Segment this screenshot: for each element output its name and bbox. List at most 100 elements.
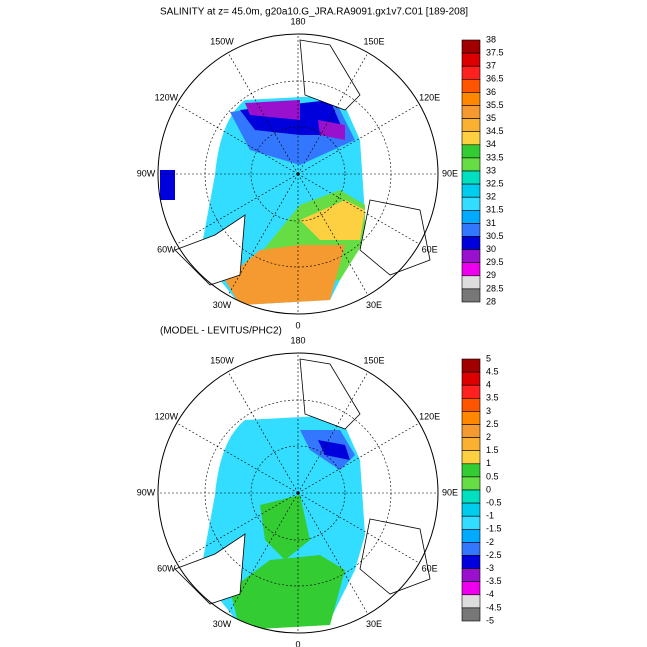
colorbar-label: 3 xyxy=(486,406,491,416)
colorbar-swatch xyxy=(461,144,481,159)
colorbar-label: 28 xyxy=(486,296,496,306)
colorbar-label: 1 xyxy=(486,458,491,468)
colorbar-swatch xyxy=(461,65,481,80)
colorbar-label: 37 xyxy=(486,61,496,71)
colorbar-swatch xyxy=(461,358,481,373)
colorbar-swatch xyxy=(461,450,481,465)
longitude-label: 180 xyxy=(290,335,305,345)
colorbar-label: 35.5 xyxy=(486,100,504,110)
salinity-field xyxy=(160,95,365,305)
colorbar-label: 32 xyxy=(486,192,496,202)
colorbar-swatch xyxy=(461,249,481,264)
colorbar-label: -2.5 xyxy=(486,550,502,560)
colorbar-label: -5 xyxy=(486,615,494,625)
longitude-label: 120W xyxy=(155,411,179,421)
colorbar-label: -1.5 xyxy=(486,524,502,534)
colorbar-label: 3.5 xyxy=(486,393,499,403)
longitude-label: 90W xyxy=(137,168,156,178)
meridian xyxy=(176,492,299,564)
longitude-label: 60E xyxy=(422,563,438,573)
colorbar-swatch xyxy=(461,555,481,569)
colorbar-label: -3 xyxy=(486,563,494,573)
colorbar-swatch xyxy=(461,196,481,211)
colorbar-label: 34.5 xyxy=(486,126,504,136)
colorbar-swatch xyxy=(461,131,481,146)
colorbar-swatch xyxy=(461,476,481,491)
longitude-label: 0 xyxy=(295,639,300,647)
longitude-label: 150W xyxy=(210,356,234,366)
colorbar-label: 4.5 xyxy=(486,366,499,376)
colorbar-label: 30 xyxy=(486,244,496,254)
colorbar-swatch xyxy=(461,581,481,596)
meridian xyxy=(227,52,299,175)
longitude-label: 30W xyxy=(213,300,232,310)
longitude-label: 120W xyxy=(155,92,179,102)
colorbar-swatch xyxy=(461,39,481,54)
meridian xyxy=(176,173,299,245)
longitude-label: 150E xyxy=(363,37,384,47)
longitude-label: 30E xyxy=(366,300,382,310)
colorbar-label: 29.5 xyxy=(486,257,504,267)
longitude-label: 60W xyxy=(157,563,176,573)
longitude-label: 90W xyxy=(137,487,156,497)
colorbar-swatch xyxy=(461,502,481,517)
colorbar-label: -0.5 xyxy=(486,497,502,507)
colorbar-swatch xyxy=(461,594,481,609)
colorbar-label: 2 xyxy=(486,432,491,442)
longitude-label: 90E xyxy=(442,168,458,178)
colorbar-swatch xyxy=(461,463,481,478)
colorbar-swatch xyxy=(461,437,481,452)
colorbar-label: 31 xyxy=(486,218,496,228)
meridian xyxy=(297,371,369,494)
colorbar-swatch xyxy=(461,210,481,224)
colorbar-label: 37.5 xyxy=(486,47,504,57)
longitude-label: 150W xyxy=(210,37,234,47)
colorbar-swatch xyxy=(461,528,481,543)
colorbar-label: 38 xyxy=(486,34,496,44)
meridian xyxy=(297,492,420,564)
colorbar-label: 29 xyxy=(486,270,496,280)
colorbar-label: 34 xyxy=(486,139,496,149)
colorbar-swatch xyxy=(461,92,481,106)
colorbar-swatch xyxy=(461,262,481,277)
latitude-circle xyxy=(250,126,346,222)
longitude-label: 120E xyxy=(419,92,440,102)
colorbar-swatch xyxy=(461,170,481,185)
colorbar-label: 5 xyxy=(486,353,491,363)
colorbar-label: -4.5 xyxy=(486,602,502,612)
colorbar-swatch xyxy=(461,489,481,504)
meridian xyxy=(297,173,369,296)
colorbar-label: 36.5 xyxy=(486,74,504,84)
meridian xyxy=(297,103,420,175)
colorbar-swatch xyxy=(461,52,481,67)
colorbar-label: 0.5 xyxy=(486,471,499,481)
meridian xyxy=(297,422,420,494)
colorbar-swatch xyxy=(461,118,481,132)
colorbar-label: 0 xyxy=(486,484,491,494)
colorbar-label: 30.5 xyxy=(486,231,504,241)
land xyxy=(174,39,431,605)
colorbar-label: 28.5 xyxy=(486,283,504,293)
colorbar-label: 35 xyxy=(486,113,496,123)
colorbar-label: -2 xyxy=(486,537,494,547)
meridian xyxy=(176,103,299,175)
colorbar-swatch xyxy=(461,79,481,93)
colorbar-label: 4 xyxy=(486,380,491,390)
colorbar-swatch xyxy=(461,607,481,622)
longitude-label: 150E xyxy=(363,356,384,366)
longitude-label: 180 xyxy=(290,16,305,26)
colorbar-label: 2.5 xyxy=(486,419,499,429)
colorbar-swatch xyxy=(461,236,481,250)
colorbar-label: 32.5 xyxy=(486,178,504,188)
meridian xyxy=(297,173,420,245)
longitude-label: 90E xyxy=(442,487,458,497)
longitude-label: 60E xyxy=(422,244,438,254)
longitude-label: 30W xyxy=(213,619,232,629)
meridian xyxy=(227,173,299,296)
colorbar-label: -1 xyxy=(486,511,494,521)
colorbar-swatch xyxy=(461,183,481,198)
colorbar-swatch xyxy=(461,157,481,172)
meridian xyxy=(227,371,299,494)
colorbar-swatch xyxy=(461,371,481,386)
